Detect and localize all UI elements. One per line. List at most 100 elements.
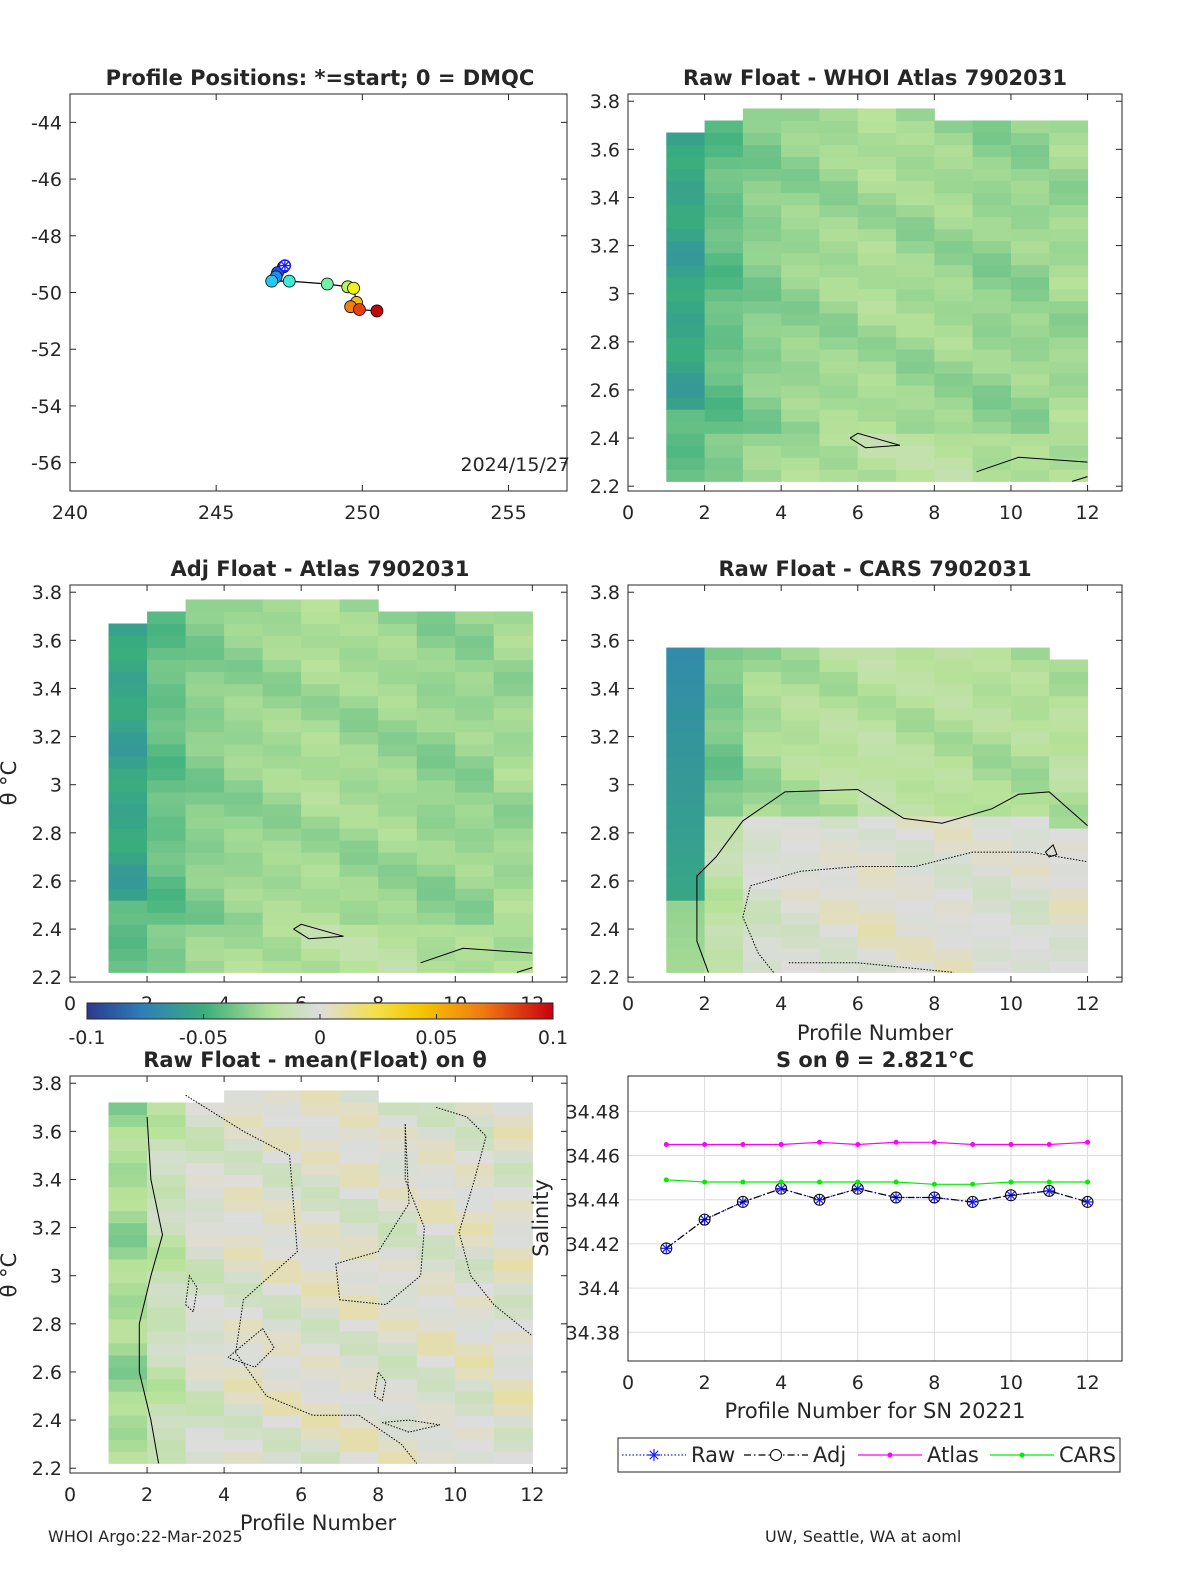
raw-cars-ytick-label: 3 <box>608 775 620 797</box>
raw-mean-cell <box>416 1343 456 1356</box>
adj-atlas-cell <box>493 635 533 649</box>
raw-mean-cell <box>108 1258 148 1272</box>
adj-atlas-cell <box>416 671 456 685</box>
raw-cars-cell <box>1010 755 1050 769</box>
raw-cars-cell <box>1010 695 1050 709</box>
raw-atlas-cell <box>704 385 744 398</box>
start-marker <box>278 259 292 272</box>
raw-atlas-cell <box>742 397 782 410</box>
adj-atlas-cell <box>455 888 495 901</box>
raw-atlas-cell <box>857 156 897 170</box>
raw-mean-cell <box>416 1126 456 1140</box>
adj-atlas-cell <box>224 912 264 925</box>
profile-position-marker <box>282 274 296 288</box>
raw-mean-cell <box>416 1258 456 1272</box>
adj-atlas-cell <box>224 791 264 805</box>
raw-cars-cell <box>934 683 974 697</box>
adj-atlas-cell <box>147 623 187 637</box>
raw-atlas-cell <box>972 204 1012 218</box>
raw-mean-cell <box>493 1343 533 1356</box>
raw-mean-cell <box>108 1270 148 1284</box>
raw-atlas-cell <box>781 445 820 458</box>
adj-atlas-cell <box>493 647 533 661</box>
raw-cars-cell <box>704 767 744 781</box>
raw-cars-cell <box>742 900 782 913</box>
raw-atlas-cell <box>896 168 935 182</box>
raw-cars-cell <box>781 840 820 853</box>
raw-cars-cell <box>742 924 782 937</box>
adj-atlas-cell <box>147 695 187 709</box>
salinity-series <box>660 1139 1094 1255</box>
raw-atlas-cell <box>819 397 859 410</box>
adj-atlas-cell <box>262 755 302 769</box>
raw-cars-cell <box>1049 960 1089 973</box>
raw-cars-cell <box>972 864 1012 877</box>
raw-cars-cell <box>934 936 974 949</box>
raw-mean-cell <box>262 1126 302 1140</box>
raw-cars-cell <box>666 707 706 721</box>
profile-position-marker <box>353 303 366 316</box>
raw-mean-cell <box>339 1090 379 1103</box>
raw-atlas-cell <box>896 397 935 410</box>
cars-point <box>970 1181 976 1187</box>
adj-atlas-cell <box>224 755 264 769</box>
raw-atlas-xtick-label: 10 <box>999 502 1023 524</box>
raw-atlas-cell <box>934 433 974 446</box>
adj-atlas-cell <box>416 924 456 937</box>
raw-atlas-cell <box>742 361 782 374</box>
adj-atlas-cell <box>224 623 264 637</box>
adj-atlas-cell <box>224 767 264 781</box>
raw-cars-xtick-label: 2 <box>699 993 711 1015</box>
raw-cars-cell <box>1010 864 1050 877</box>
raw-atlas-cell <box>896 120 935 133</box>
raw-mean-cell <box>455 1294 495 1308</box>
raw-mean-cell <box>378 1114 418 1128</box>
raw-atlas-cell <box>666 204 706 218</box>
raw-mean-cell <box>493 1222 533 1236</box>
raw-mean-cell <box>339 1210 379 1224</box>
raw-cars-cell <box>1010 828 1050 841</box>
adj-atlas-cell <box>262 864 302 877</box>
raw-cars-cell <box>781 803 820 817</box>
raw-cars-cell <box>819 828 859 841</box>
adj-atlas-cell <box>224 936 264 949</box>
raw-atlas-cell <box>1049 120 1089 133</box>
adj-atlas-cell <box>339 719 379 733</box>
adj-atlas-cell <box>416 815 456 829</box>
raw-atlas-cell <box>857 216 897 230</box>
raw-cars-cell <box>666 695 706 709</box>
raw-cars-cell <box>857 912 897 925</box>
raw-cars-cell <box>666 719 706 733</box>
raw-mean-cell <box>185 1210 225 1224</box>
raw-atlas-cell <box>934 373 974 386</box>
raw-cars-cell <box>972 743 1012 757</box>
raw-mean-cell <box>224 1270 264 1284</box>
raw-mean-cell <box>416 1391 456 1404</box>
adj-atlas-cell <box>147 815 187 829</box>
raw-mean-cell <box>147 1138 187 1152</box>
raw-mean-cell <box>108 1246 148 1260</box>
contour-line <box>420 947 533 964</box>
adj-atlas-cell <box>416 948 456 961</box>
raw-cars-cell <box>896 900 935 913</box>
raw-atlas-cell <box>666 324 706 338</box>
raw-mean-cell <box>416 1210 456 1224</box>
adj-atlas-cell <box>378 611 418 624</box>
adj-atlas-cell <box>185 599 225 612</box>
raw-mean-cell <box>147 1427 187 1440</box>
raw-atlas-axes <box>627 93 1123 492</box>
raw-mean-cell <box>224 1090 264 1103</box>
contour-line <box>293 923 344 940</box>
raw-cars-cell <box>704 791 744 805</box>
raw-atlas-cell <box>704 180 744 194</box>
raw-atlas-cell <box>972 288 1012 302</box>
raw-atlas-cell <box>819 361 859 374</box>
raw-mean-cell <box>262 1331 302 1344</box>
raw-atlas-cell <box>819 144 859 158</box>
raw-cars-cell <box>1049 852 1089 865</box>
cars-point <box>740 1179 746 1185</box>
raw-mean-cell <box>339 1138 379 1152</box>
raw-point <box>1082 1196 1093 1207</box>
raw-atlas-cell <box>896 349 935 362</box>
adj-atlas-cell <box>224 719 264 733</box>
